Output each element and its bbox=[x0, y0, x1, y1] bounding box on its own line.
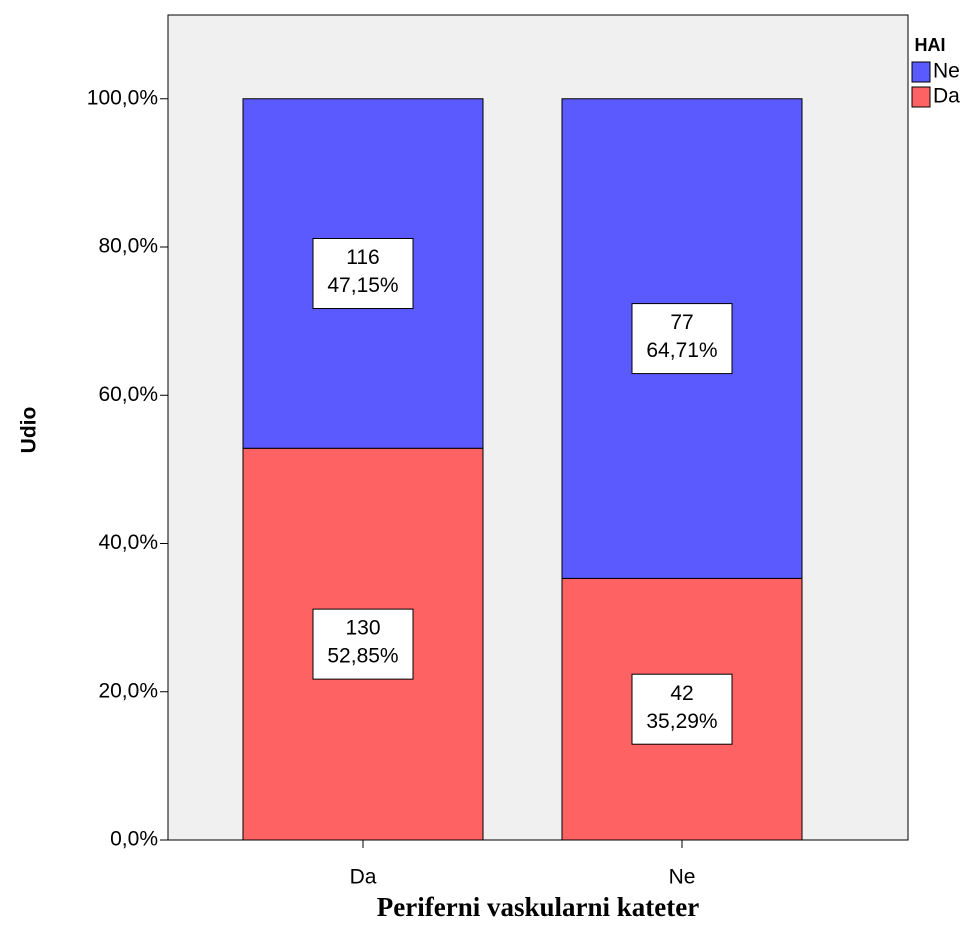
y-tick-label: 80,0% bbox=[98, 235, 158, 258]
count-label: 116 bbox=[346, 246, 379, 269]
y-tick-label: 20,0% bbox=[98, 679, 158, 702]
x-tick-label: Ne bbox=[669, 866, 696, 889]
value-label-box bbox=[312, 608, 414, 680]
value-label: 47,15% bbox=[327, 274, 398, 297]
legend-title: HAI bbox=[915, 35, 946, 55]
value-label-box bbox=[631, 673, 733, 745]
value-label: 52,85% bbox=[327, 645, 398, 668]
y-tick-label: 60,0% bbox=[98, 383, 158, 406]
count-label: 77 bbox=[670, 311, 693, 334]
count-label: 130 bbox=[345, 617, 380, 640]
legend-label: Ne bbox=[933, 60, 960, 83]
x-tick-label: Da bbox=[350, 866, 377, 889]
value-label: 64,71% bbox=[646, 339, 717, 362]
value-label: 35,29% bbox=[646, 710, 717, 733]
legend-swatch bbox=[911, 61, 931, 83]
y-tick-label: 100,0% bbox=[87, 86, 158, 109]
count-label: 42 bbox=[670, 682, 693, 705]
legend-label: Da bbox=[933, 85, 960, 108]
value-label-box bbox=[312, 238, 414, 310]
x-axis-title: Periferni vaskularni kateter bbox=[377, 892, 699, 922]
value-label-box bbox=[631, 303, 733, 375]
y-axis-title: Udio bbox=[18, 407, 41, 454]
y-tick-label: 0,0% bbox=[110, 828, 158, 851]
y-tick-label: 40,0% bbox=[98, 531, 158, 554]
legend-swatch bbox=[911, 86, 931, 108]
